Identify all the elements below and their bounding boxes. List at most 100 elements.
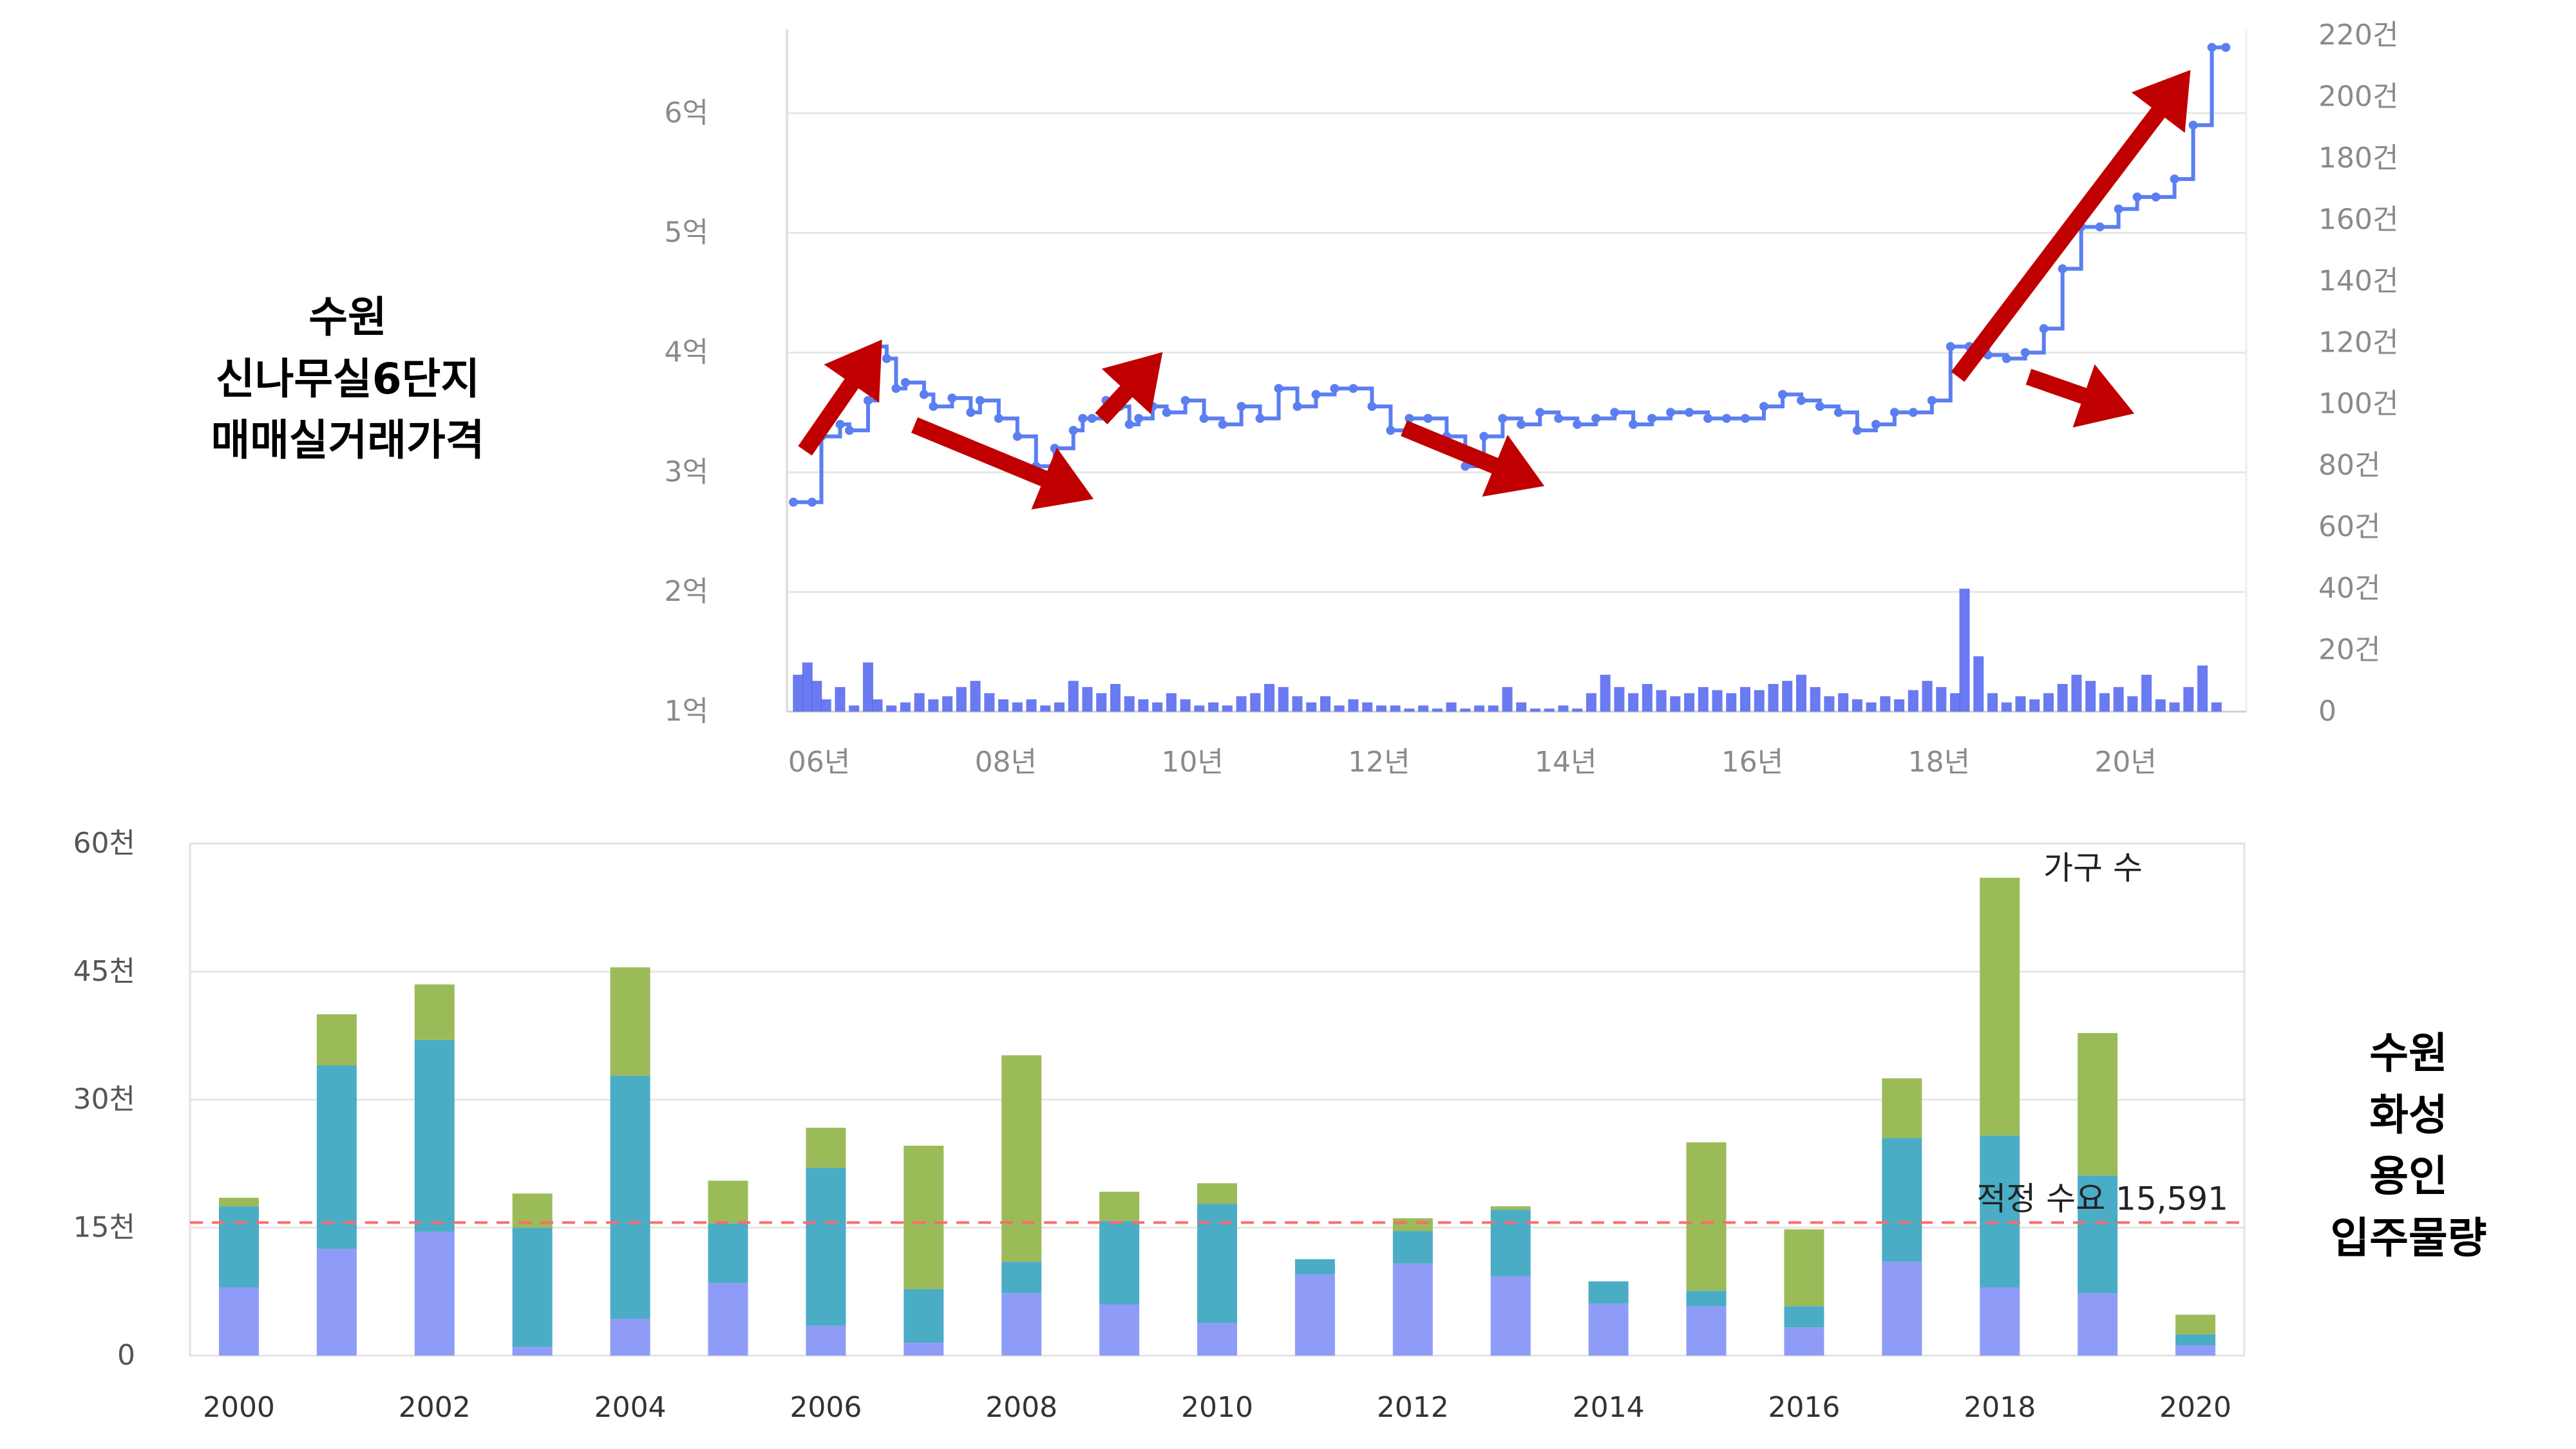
volume-bar bbox=[1460, 708, 1471, 712]
price-point bbox=[789, 497, 798, 507]
volume-bar bbox=[1987, 693, 1998, 712]
volume-bar bbox=[1782, 681, 1793, 712]
bar-segment bbox=[806, 1325, 846, 1356]
bar-segment bbox=[1001, 1055, 1042, 1262]
y-left-tick-label: 1억 bbox=[665, 695, 708, 728]
bar-segment bbox=[1197, 1323, 1237, 1356]
price-point bbox=[1852, 426, 1862, 435]
volume-bar bbox=[872, 699, 883, 712]
price-point bbox=[1148, 402, 1157, 412]
y-right-tick-label: 20건 bbox=[2318, 634, 2380, 667]
volume-bar bbox=[1334, 705, 1345, 712]
bar-segment bbox=[904, 1146, 944, 1289]
volume-bar bbox=[1292, 696, 1303, 712]
price-point bbox=[2020, 348, 2030, 357]
volume-bar bbox=[2099, 693, 2110, 712]
volume-bar bbox=[1866, 702, 1877, 712]
price-point bbox=[1815, 402, 1824, 412]
volume-bar bbox=[1502, 687, 1513, 712]
price-point bbox=[844, 426, 854, 435]
bar-segment bbox=[708, 1283, 748, 1356]
y-right-tick-label: 40건 bbox=[2318, 572, 2380, 605]
x-tick-label: 2020 bbox=[2159, 1391, 2231, 1424]
price-point bbox=[2039, 324, 2049, 334]
y-tick-label: 45천 bbox=[73, 955, 135, 988]
bar-segment bbox=[414, 1039, 455, 1232]
top-title-line-2: 신나무실6단지 bbox=[215, 354, 480, 404]
volume-bar bbox=[1684, 693, 1695, 712]
bar-segment bbox=[1784, 1327, 1824, 1356]
volume-bar bbox=[1880, 696, 1891, 712]
bar-segment bbox=[1490, 1276, 1531, 1356]
price-point bbox=[2188, 120, 2198, 130]
price-point bbox=[835, 419, 845, 429]
price-point bbox=[1087, 413, 1097, 423]
price-point bbox=[2058, 264, 2067, 274]
volume-bar bbox=[862, 662, 873, 712]
volume-bar bbox=[1740, 687, 1751, 712]
bar-segment bbox=[1882, 1078, 1922, 1139]
price-point bbox=[1610, 408, 1620, 417]
y-tick-label: 30천 bbox=[73, 1083, 135, 1116]
top-title-line-3: 매매실거래가격 bbox=[211, 415, 485, 466]
price-point bbox=[1461, 462, 1470, 471]
price-point bbox=[1703, 413, 1713, 423]
bar-segment bbox=[806, 1128, 846, 1168]
x-tick-label: 2002 bbox=[399, 1391, 471, 1424]
x-tick-label: 16년 bbox=[1721, 746, 1783, 779]
price-point bbox=[2002, 354, 2011, 363]
price-point bbox=[1068, 426, 1078, 435]
volume-bar bbox=[1656, 690, 1667, 712]
price-point bbox=[1199, 413, 1209, 423]
x-tick-label: 2004 bbox=[594, 1391, 667, 1424]
volume-bar bbox=[1194, 705, 1205, 712]
price-point bbox=[1629, 419, 1638, 429]
volume-bar bbox=[1544, 708, 1555, 712]
volume-bar bbox=[2015, 696, 2026, 712]
volume-bar bbox=[1012, 702, 1023, 712]
price-point bbox=[2207, 43, 2217, 52]
volume-bar bbox=[1698, 687, 1709, 712]
volume-bar bbox=[2085, 681, 2096, 712]
y-right-tick-label: 180건 bbox=[2318, 142, 2398, 175]
volume-bar bbox=[2043, 693, 2054, 712]
bar-segment bbox=[1197, 1183, 1237, 1204]
price-point bbox=[1685, 408, 1694, 417]
volume-bar bbox=[1810, 687, 1821, 712]
volume-bar bbox=[886, 705, 897, 712]
bar-segment bbox=[1392, 1231, 1433, 1264]
bar-segment bbox=[1784, 1229, 1824, 1307]
volume-bar bbox=[2127, 696, 2138, 712]
volume-bar bbox=[2183, 687, 2194, 712]
x-tick-label: 20년 bbox=[2094, 746, 2156, 779]
trend-arrow bbox=[911, 417, 1094, 510]
volume-bar bbox=[1208, 702, 1219, 712]
bar-segment bbox=[316, 1014, 357, 1066]
price-point bbox=[1050, 444, 1059, 453]
volume-bar bbox=[1418, 705, 1429, 712]
volume-bar bbox=[1404, 708, 1415, 712]
price-point bbox=[1423, 413, 1433, 423]
price-point bbox=[1554, 413, 1564, 423]
y-right-tick-label: 140건 bbox=[2318, 265, 2398, 298]
supply-bar-chart: 0 15천 30천 45천 60천 2000 2002 2004 2006 2008 2010 201… bbox=[73, 827, 2246, 1424]
volume-bar bbox=[1390, 705, 1401, 712]
bottom-title-line-3: 용인 bbox=[2369, 1151, 2448, 1202]
trend-arrow bbox=[1951, 70, 2191, 382]
price-point bbox=[1517, 419, 1526, 429]
y-left-tick-label: 2억 bbox=[665, 575, 708, 608]
bar-segment bbox=[610, 1319, 650, 1356]
price-point bbox=[1311, 390, 1321, 399]
bar-segment bbox=[414, 1231, 455, 1356]
volume-bar bbox=[1278, 687, 1289, 712]
volume-bar bbox=[1795, 674, 1806, 712]
bottom-title-line-2: 화성 bbox=[2369, 1090, 2448, 1140]
price-point bbox=[1722, 413, 1732, 423]
top-chart-title: 수원 신나무실6단지 매매실거래가격 bbox=[148, 287, 547, 471]
price-point bbox=[1573, 419, 1582, 429]
price-point bbox=[1479, 431, 1489, 441]
bar-segment bbox=[1099, 1191, 1140, 1221]
bar-segment bbox=[1490, 1209, 1531, 1276]
price-point bbox=[2095, 222, 2105, 232]
bar-segment bbox=[414, 984, 455, 1040]
